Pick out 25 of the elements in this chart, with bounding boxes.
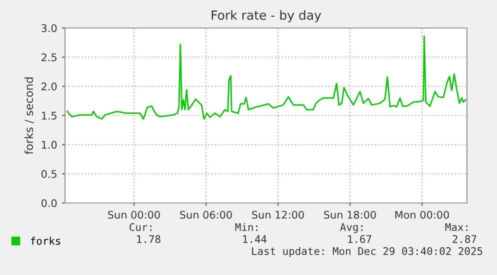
chart-title: Fork rate - by day: [212, 10, 322, 22]
line-series: [66, 35, 466, 120]
x-tick-label: Mon 00:00: [395, 210, 449, 219]
text: 1.44: [243, 235, 267, 243]
text: Min:: [235, 222, 258, 231]
text: Max:: [445, 223, 468, 232]
x-tick-label: Sun 00:00: [108, 210, 160, 219]
legend-label: forks: [30, 236, 60, 245]
text: 1.78: [137, 235, 160, 244]
y-tick-label: 1.5: [42, 112, 56, 120]
y-tick-label: 1.0: [42, 140, 57, 149]
x-tick-label: Sun 18:00: [324, 210, 376, 219]
x-tick-label: Sun 06:00: [180, 210, 232, 219]
text: Avg:: [340, 223, 362, 234]
x-tick-label: Sun 12:00: [252, 210, 304, 219]
y-tick-label: 0.0: [41, 199, 57, 208]
text: Cur:: [130, 223, 152, 232]
y-tick-label: 0.5: [41, 170, 56, 178]
y-tick-label: 2.0: [42, 82, 57, 90]
text: 1.67: [348, 235, 372, 244]
y-tick-label: 2.5: [42, 53, 56, 62]
y-axis-title: forks / second: [24, 78, 34, 154]
text: 2.87: [452, 235, 476, 244]
y-tick-label: 3.0: [42, 24, 57, 32]
text: Last update: Mon Dec 29 03:40:02 2025: [252, 246, 482, 258]
